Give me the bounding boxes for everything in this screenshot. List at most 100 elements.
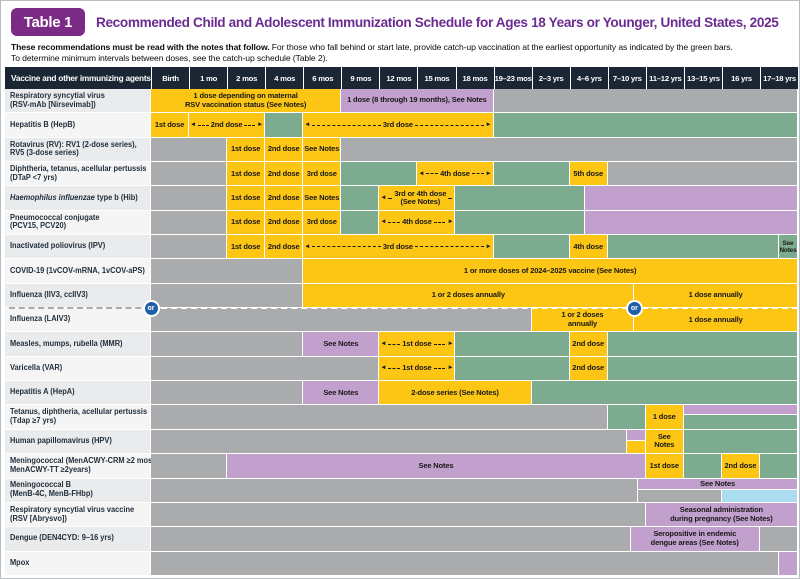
arrow-left-icon: ◄ xyxy=(304,120,311,128)
vaccine-row-hepa: Hepatitis A (HepA) See Notes 2-dose series… xyxy=(5,381,798,406)
bars-rsv-mab: 1 dose depending on maternal RSV vaccina… xyxy=(151,89,798,113)
pcv-segment-6: ◄ 4th dose ► xyxy=(379,210,456,235)
vaccine-label-influenza-laiv3: Influenza (LAIV3) xyxy=(5,308,151,332)
bars-covid19: 1 or more doses of 2024–2025 vaccine (Se… xyxy=(151,259,798,283)
vaccine-label-menacwy: Meningococcal (MenACWY-CRM ≥2 mos, MenACW… xyxy=(5,454,154,478)
schedule-body: Respiratory syncytial virus (RSV-mAb [Nir… xyxy=(5,89,798,576)
vaccine-row-rsv-mab: Respiratory syncytial virus (RSV-mAb [Nir… xyxy=(5,89,798,114)
varicella-segment-3 xyxy=(455,356,570,381)
vaccine-label-influenza-iiv3: Influenza (IIV3, ccIIV3) xyxy=(5,283,151,308)
mmr-segment-5: 2nd dose xyxy=(569,332,608,356)
vaccine-label-tdap: Tetanus, diphtheria, acellular pertussis… xyxy=(5,405,151,429)
hib-segment-6: ◄3rd or 4th dose (See Notes)► xyxy=(379,186,456,210)
bars-influenza-laiv3: 1 or 2 doses annually 1 dose annually xyxy=(151,308,798,332)
bars-hpv: See Notes xyxy=(151,429,798,454)
vaccine-row-menacwy: Meningococcal (MenACWY-CRM ≥2 mos, MenACW… xyxy=(5,454,798,479)
corner-header: Vaccine and other immunizing agents xyxy=(5,67,151,89)
vaccine-label-rsv-mab: Respiratory syncytial virus (RSV-mAb [Nir… xyxy=(5,89,151,113)
dengue-segment-3 xyxy=(759,527,798,551)
vaccine-label-hepb: Hepatitis B (HepB) xyxy=(5,113,151,137)
age-column-header-9: 18 mos xyxy=(455,67,494,89)
arrow-right-icon: ► xyxy=(447,364,454,372)
rsv-vaccine-segment-1 xyxy=(151,502,646,527)
vaccine-row-varicella: Varicella (VAR) ◄ 1st dose ► 2nd dose xyxy=(5,356,798,382)
vaccine-label-ipv: Inactivated poliovirus (IPV) xyxy=(5,235,151,259)
bars-hib: 1st dose 2nd dose See Notes ◄ 3rd or 4th dos… xyxy=(151,186,798,210)
arrow-left-icon: ◄ xyxy=(304,242,311,250)
pcv-segment-3: 2nd dose xyxy=(265,210,304,235)
bars-tdap: 1 dose xyxy=(151,405,798,429)
vaccine-label-hepa: Hepatitis A (HepA) xyxy=(5,381,151,405)
dtap-segment-9 xyxy=(607,162,798,186)
rotavirus-segment-1 xyxy=(151,137,228,162)
rsv-mab-segment-1: 1 dose depending on maternal RSV vaccina… xyxy=(151,89,342,113)
dtap-segment-7 xyxy=(493,162,570,186)
covid19-segment-2: 1 or more doses of 2024–2025 vaccine (Se… xyxy=(303,259,798,283)
varicella-segment-4: 2nd dose xyxy=(569,356,608,381)
page-title-text: Recommended Child and Adolescent Immuniz… xyxy=(96,14,779,30)
hepa-segment-3: 2-dose series (See Notes) xyxy=(379,381,532,405)
hpv-segment-4: See Notes xyxy=(645,429,684,454)
hib-segment-2: 1st dose xyxy=(227,186,266,210)
hib-segment-4: See Notes xyxy=(303,186,342,210)
pcv-segment-7 xyxy=(455,210,585,235)
dengue-segment-1 xyxy=(151,527,631,551)
varicella-segment-5 xyxy=(607,356,798,381)
menacwy-segment-5: 2nd dose xyxy=(721,454,760,478)
ipv-segment-2: 1st dose xyxy=(227,235,266,259)
age-column-header-10: 19–23 mos xyxy=(493,67,532,89)
notes-line-1: These recommendations must be read with … xyxy=(11,42,733,52)
vaccine-row-ipv: Inactivated poliovirus (IPV) 1st dose 2nd … xyxy=(5,235,798,260)
hpv-segment-3 xyxy=(626,441,646,454)
mmr-segment-4 xyxy=(455,332,570,356)
arrow-left-icon: ◄ xyxy=(380,218,387,226)
age-column-header-12: 4–6 yrs xyxy=(569,67,608,89)
hepb-segment-1: 1st dose xyxy=(151,113,190,137)
vaccine-row-mpox: Mpox xyxy=(5,551,798,576)
age-column-header-1: Birth xyxy=(151,67,190,89)
ipv-segment-6: 4th dose xyxy=(569,235,608,259)
ipv-segment-1 xyxy=(151,235,228,259)
vaccine-label-rotavirus: Rotavirus (RV): RV1 (2-dose series), RV5 … xyxy=(5,137,151,162)
bars-rsv-vaccine: Seasonal administration during pregnancy… xyxy=(151,502,798,527)
vaccine-row-influenza-iiv3: Influenza (IIV3, ccIIV3) 1 or 2 doses ann… xyxy=(5,283,798,309)
dtap-segment-5 xyxy=(341,162,418,186)
influenza-laiv3-segment-2: 1 or 2 doses annually xyxy=(531,308,635,332)
rotavirus-segment-2: 1st dose xyxy=(227,137,266,162)
hepb-segment-3 xyxy=(265,113,304,137)
rotavirus-segment-4: See Notes xyxy=(303,137,342,162)
arrow-left-icon: ◄ xyxy=(190,120,197,128)
vaccine-row-menb: Meningococcal B (MenB-4C, MenB-FHbp) See N… xyxy=(5,478,798,503)
varicella-segment-1 xyxy=(151,356,380,381)
vaccine-label-varicella: Varicella (VAR) xyxy=(5,356,151,381)
tdap-segment-4 xyxy=(683,405,798,416)
bars-rotavirus: 1st dose 2nd dose See Notes xyxy=(151,137,798,162)
bars-ipv: 1st dose 2nd dose ◄ 3rd dose ► 4th dose See No… xyxy=(151,235,798,259)
bars-menb: See Notes xyxy=(151,478,798,502)
age-column-header-13: 7–10 yrs xyxy=(607,67,646,89)
bars-hepb: 1st dose ◄ 2nd dose ► ◄ 3rd dose ► xyxy=(151,113,798,137)
ipv-segment-7 xyxy=(607,235,779,259)
arrow-left-icon: ◄ xyxy=(418,169,425,177)
bars-mmr: See Notes ◄ 1st dose ► 2nd dose xyxy=(151,332,798,356)
rotavirus-segment-5 xyxy=(341,137,798,162)
arrow-right-icon: ► xyxy=(485,120,492,128)
or-badge-2: or xyxy=(625,299,643,317)
table-1-badge: Table 1 xyxy=(11,8,85,36)
age-column-header-8: 15 mos xyxy=(417,67,456,89)
mmr-segment-3: ◄ 1st dose ► xyxy=(379,332,456,356)
vaccine-row-hpv: Human papillomavirus (HPV) See Notes xyxy=(5,429,798,455)
arrow-right-icon: ► xyxy=(485,242,492,250)
hib-segment-8 xyxy=(584,186,798,210)
age-column-header-2: 1 mo xyxy=(189,67,228,89)
age-column-header-15: 13–15 yrs xyxy=(683,67,722,89)
mmr-segment-6 xyxy=(607,332,798,356)
dtap-segment-2: 1st dose xyxy=(227,162,266,186)
vaccine-row-tdap: Tetanus, diphtheria, acellular pertussis… xyxy=(5,405,798,430)
bars-dengue: Seropositive in endemic dengue areas (Se… xyxy=(151,527,798,551)
vaccine-row-rotavirus: Rotavirus (RV): RV1 (2-dose series), RV5 … xyxy=(5,137,798,163)
arrow-right-icon: ► xyxy=(257,120,264,128)
age-column-header-5: 6 mos xyxy=(303,67,342,89)
hepa-segment-2: See Notes xyxy=(303,381,380,405)
